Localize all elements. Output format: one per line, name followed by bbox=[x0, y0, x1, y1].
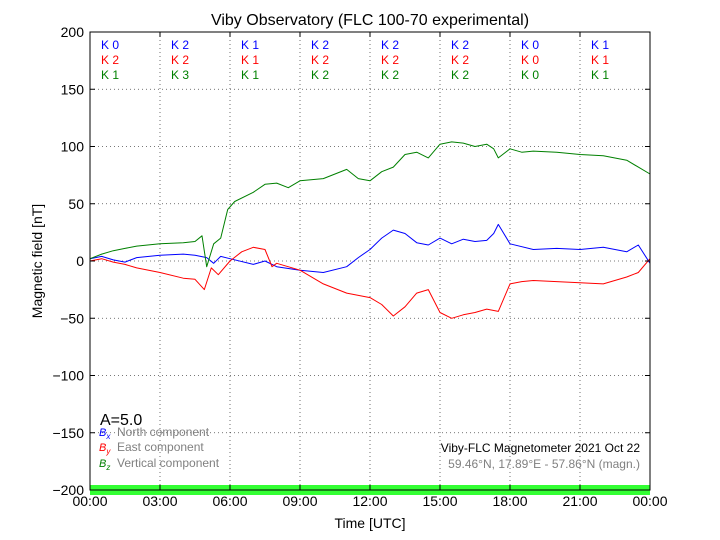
k-index-value: K 1 bbox=[241, 53, 259, 67]
x-tick-label: 03:00 bbox=[142, 493, 177, 509]
y-tick-label: −100 bbox=[52, 368, 84, 384]
y-tick-label: −50 bbox=[60, 310, 84, 326]
x-tick-label: 18:00 bbox=[492, 493, 527, 509]
k-index-value: K 2 bbox=[101, 53, 119, 67]
k-index-value: K 2 bbox=[311, 68, 329, 82]
k-index-value: K 2 bbox=[451, 68, 469, 82]
y-tick-label: 150 bbox=[61, 81, 85, 97]
k-index-value: K 2 bbox=[171, 38, 189, 52]
k-index-value: K 3 bbox=[171, 68, 189, 82]
k-index-value: K 0 bbox=[101, 38, 119, 52]
x-tick-label: 09:00 bbox=[282, 493, 317, 509]
x-tick-label: 21:00 bbox=[562, 493, 597, 509]
k-index-value: K 0 bbox=[521, 68, 539, 82]
y-tick-label: 200 bbox=[61, 24, 85, 40]
legend-label-north: North component bbox=[117, 425, 210, 439]
k-index-value: K 1 bbox=[241, 68, 259, 82]
x-tick-label: 00:00 bbox=[632, 493, 667, 509]
legend: Bx North component By East component Bz … bbox=[99, 425, 220, 472]
k-index-value: K 2 bbox=[311, 53, 329, 67]
x-axis-label: Time [UTC] bbox=[334, 515, 405, 531]
magnetometer-caption: Viby-FLC Magnetometer 2021 Oct 22 bbox=[441, 441, 641, 455]
x-tick-label: 15:00 bbox=[422, 493, 457, 509]
k-index-value: K 0 bbox=[521, 38, 539, 52]
series-group bbox=[89, 141, 651, 319]
x-tick-label: 06:00 bbox=[212, 493, 247, 509]
y-tick-label: −200 bbox=[52, 482, 84, 498]
y-axis-label: Magnetic field [nT] bbox=[29, 204, 45, 318]
k-index-value: K 1 bbox=[591, 38, 609, 52]
y-tick-label: 50 bbox=[68, 196, 84, 212]
k-index-value: K 2 bbox=[311, 38, 329, 52]
k-index-value: K 1 bbox=[591, 68, 609, 82]
legend-label-east: East component bbox=[117, 440, 204, 454]
y-tick-label: 100 bbox=[61, 139, 85, 155]
k-index-value: K 2 bbox=[451, 38, 469, 52]
y-tick-label: 0 bbox=[76, 253, 84, 269]
k-index-value: K 2 bbox=[381, 53, 399, 67]
series-line-north-component bbox=[89, 223, 651, 273]
coordinates-caption: 59.46°N, 17.89°E - 57.86°N (magn.) bbox=[448, 457, 640, 471]
k-index-value: K 2 bbox=[381, 38, 399, 52]
legend-label-vertical: Vertical component bbox=[117, 456, 220, 470]
k-index-value: K 2 bbox=[381, 68, 399, 82]
k-index-value: K 1 bbox=[241, 38, 259, 52]
a-index-label: A=5.0 bbox=[100, 412, 142, 429]
k-index-value: K 2 bbox=[451, 53, 469, 67]
chart-title: Viby Observatory (FLC 100-70 experimenta… bbox=[211, 12, 529, 29]
x-tick-label: 00:00 bbox=[72, 493, 107, 509]
axis-ticks: 00:00 03:00 06:00 09:00 12:00 15:00 18:00 21:00… bbox=[52, 24, 667, 509]
k-index-value: K 1 bbox=[101, 68, 119, 82]
series-line-east-component bbox=[89, 246, 651, 319]
series-line-vertical-component bbox=[89, 141, 651, 268]
k-index-value: K 1 bbox=[591, 53, 609, 67]
legend-symbol-bz: Bz bbox=[99, 458, 110, 472]
y-tick-label: −150 bbox=[52, 425, 84, 441]
x-tick-label: 12:00 bbox=[352, 493, 387, 509]
k-index-value: K 0 bbox=[521, 53, 539, 67]
k-index-value: K 2 bbox=[171, 53, 189, 67]
grid-lines bbox=[90, 32, 650, 490]
